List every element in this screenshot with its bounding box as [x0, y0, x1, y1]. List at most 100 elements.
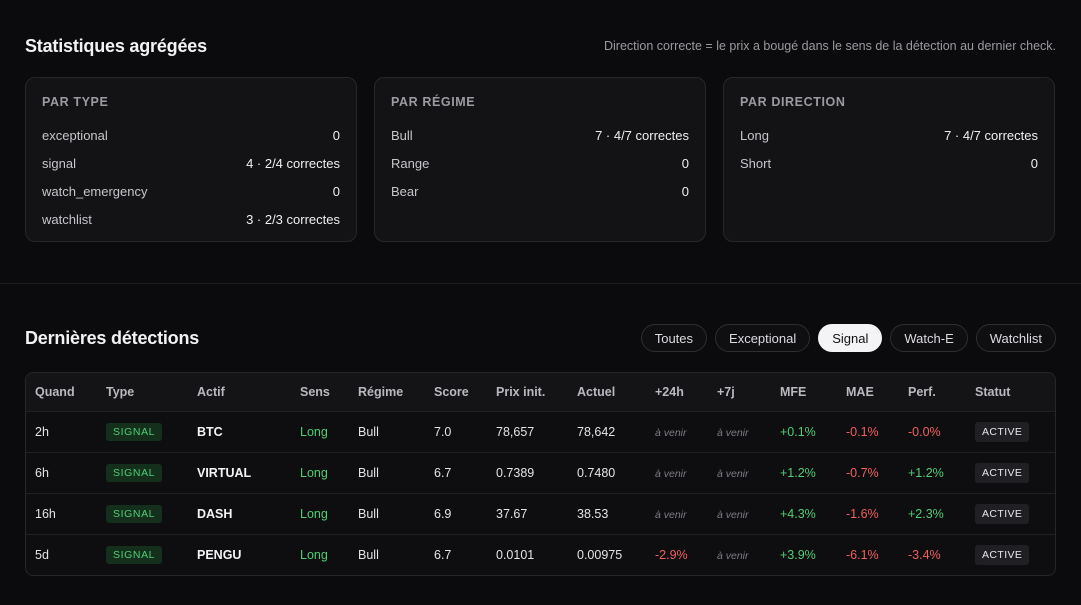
col-header: MFE	[780, 384, 807, 399]
row-value: 4 · 2/4 correctes	[246, 155, 340, 171]
status-badge: ACTIVE	[975, 421, 1030, 442]
table-cell: 38.53	[568, 493, 646, 534]
table-cell: -6.1%	[837, 534, 899, 575]
cell-mfe: +4.3%	[780, 506, 816, 521]
table-cell: Bull	[349, 493, 425, 534]
table-row[interactable]: 5d SIGNAL PENGU Long Bull 6.7 0.0101 0.00975 -2.…	[26, 534, 1055, 575]
table-header-row: Quand Type Actif Sens Régime Score Prix …	[26, 373, 1055, 411]
cell-24h: à venir	[655, 508, 687, 521]
table-cell: ACTIVE	[966, 452, 1055, 493]
col-header: Quand	[35, 384, 75, 399]
table-cell: SIGNAL	[97, 411, 188, 452]
stats-header: Statistiques agrégées Direction correcte…	[25, 34, 1056, 58]
detections-table: Quand Type Actif Sens Régime Score Prix …	[25, 372, 1056, 576]
row-value: 3 · 2/3 correctes	[246, 211, 340, 227]
table-cell: +4.3%	[771, 493, 837, 534]
cell-perf: -3.4%	[908, 547, 941, 562]
cell-when: 6h	[35, 465, 49, 480]
card-title: PAR TYPE	[42, 95, 109, 109]
stats-title: Statistiques agrégées	[25, 35, 207, 56]
table-cell: 7.0	[425, 411, 487, 452]
col-header: Sens	[300, 384, 330, 399]
filter-group: Toutes Exceptional Signal Watch-E Watchl…	[640, 324, 1056, 352]
col-header: Régime	[358, 384, 404, 399]
filter-watch-e[interactable]: Watch-E	[890, 324, 968, 352]
table-cell: SIGNAL	[97, 534, 188, 575]
card-title: PAR RÉGIME	[391, 95, 476, 109]
table-cell: -3.4%	[899, 534, 966, 575]
table-cell: Long	[291, 411, 349, 452]
status-badge: ACTIVE	[975, 462, 1030, 483]
cell-asset: BTC	[197, 424, 223, 439]
table-cell: 6.9	[425, 493, 487, 534]
table-row[interactable]: 2h SIGNAL BTC Long Bull 7.0 78,657 78,642 à veni…	[26, 411, 1055, 452]
table-cell: -0.1%	[837, 411, 899, 452]
table-cell: 0.00975	[568, 534, 646, 575]
cell-mae: -0.7%	[846, 465, 879, 480]
filter-watchlist[interactable]: Watchlist	[975, 324, 1056, 352]
cell-perf: +2.3%	[908, 506, 944, 521]
cell-7d: à venir	[717, 508, 749, 521]
row-value: 0	[332, 183, 340, 199]
table-cell: Long	[291, 452, 349, 493]
table-cell: BTC	[188, 411, 291, 452]
detections-header: Dernières détections Toutes Exceptional …	[25, 324, 1056, 352]
card-row: Bull 7 · 4/7 correctes	[391, 121, 689, 149]
card-row: Short 0	[740, 149, 1038, 177]
detections-title: Dernières détections	[25, 327, 200, 348]
table-cell: 5d	[26, 534, 97, 575]
table-cell: 0.0101	[487, 534, 568, 575]
cell-perf: +1.2%	[908, 465, 944, 480]
row-label: Long	[740, 127, 769, 143]
table-cell: -1.6%	[837, 493, 899, 534]
card-par-type: PAR TYPE exceptional 0 signal 4 · 2/4 corr…	[25, 77, 357, 242]
table-cell: 78,642	[568, 411, 646, 452]
table-cell: 2h	[26, 411, 97, 452]
row-value: 0	[332, 127, 340, 143]
row-label: Range	[391, 155, 430, 171]
cell-asset: VIRTUAL	[197, 465, 252, 480]
cell-mfe: +3.9%	[780, 547, 816, 562]
table-cell: -0.7%	[837, 452, 899, 493]
cell-mfe: +0.1%	[780, 424, 816, 439]
row-label: watchlist	[42, 211, 92, 227]
col-header: Actuel	[577, 384, 616, 399]
cell-side: Long	[300, 547, 328, 562]
table-cell: Long	[291, 534, 349, 575]
cell-init-price: 37.67	[496, 506, 528, 521]
filter-exceptional[interactable]: Exceptional	[715, 324, 811, 352]
table-cell: Long	[291, 493, 349, 534]
table-cell: -0.0%	[899, 411, 966, 452]
cell-current-price: 78,642	[577, 424, 616, 439]
table-row[interactable]: 16h SIGNAL DASH Long Bull 6.9 37.67 38.53 à veni…	[26, 493, 1055, 534]
row-value: 0	[1030, 155, 1038, 171]
cell-when: 2h	[35, 424, 49, 439]
table-cell: Bull	[349, 411, 425, 452]
table-cell: SIGNAL	[97, 493, 188, 534]
filter-toutes[interactable]: Toutes	[640, 324, 708, 352]
cell-current-price: 0.00975	[577, 547, 623, 562]
col-header: MAE	[846, 384, 874, 399]
type-badge: SIGNAL	[106, 504, 163, 523]
cell-mae: -6.1%	[846, 547, 879, 562]
card-row: Bear 0	[391, 177, 689, 205]
card-par-direction: PAR DIRECTION Long 7 · 4/7 correctes Shor…	[723, 77, 1055, 242]
table-cell: à venir	[646, 452, 708, 493]
col-header: +7j	[717, 384, 735, 399]
table-cell: à venir	[646, 493, 708, 534]
table-cell: 0.7389	[487, 452, 568, 493]
filter-signal[interactable]: Signal	[818, 324, 883, 352]
table-cell: PENGU	[188, 534, 291, 575]
table-row[interactable]: 6h SIGNAL VIRTUAL Long Bull 6.7 0.7389 0.7480 à …	[26, 452, 1055, 493]
table-cell: ACTIVE	[966, 411, 1055, 452]
col-header: +24h	[655, 384, 684, 399]
card-title: PAR DIRECTION	[740, 95, 846, 109]
table-cell: Bull	[349, 534, 425, 575]
row-label: Short	[740, 155, 772, 171]
col-header: Statut	[975, 384, 1011, 399]
table-cell: 6.7	[425, 534, 487, 575]
cell-mae: -0.1%	[846, 424, 879, 439]
table-cell: à venir	[646, 411, 708, 452]
row-label: Bear	[391, 183, 419, 199]
table-cell: 0.7480	[568, 452, 646, 493]
